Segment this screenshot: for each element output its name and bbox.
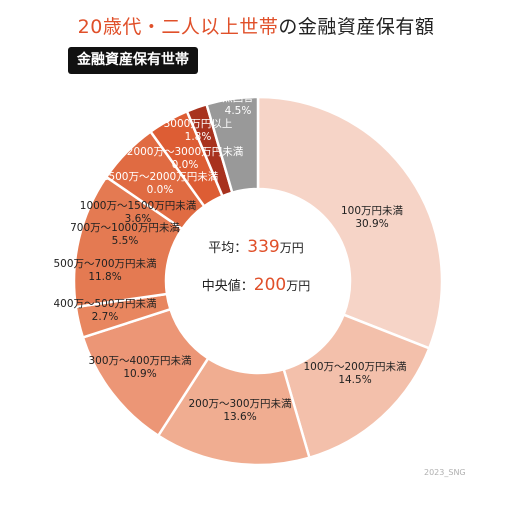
average-unit: 万円 <box>279 241 304 255</box>
slice-4-value: 10.9% <box>123 368 156 380</box>
slice-6-category: 500万～700万円未満 <box>53 258 157 270</box>
category-badge: 金融資産保有世帯 <box>68 47 198 74</box>
slice-12-category: 無回答 <box>222 91 254 104</box>
chart-title-rest: の金融資産保有額 <box>278 16 435 38</box>
slice-6-value: 11.8% <box>88 271 121 283</box>
slice-12-value: 4.5% <box>225 105 252 117</box>
chart-title: 20歳代・二人以上世帯の金融資産保有額 <box>0 12 512 39</box>
slice-8-value: 3.6% <box>125 213 152 225</box>
slice-11-value: 1.8% <box>185 131 212 143</box>
median-unit: 万円 <box>286 279 311 293</box>
slice-5-value: 2.7% <box>92 311 119 323</box>
slice-2-value: 14.5% <box>338 374 371 386</box>
slice-10-category: 2000万～3000万円未満 <box>127 146 244 158</box>
slice-1 <box>256 95 444 350</box>
slice-1-category: 100万円未満 <box>341 205 404 217</box>
slices-layer <box>72 95 444 467</box>
slice-1-value: 30.9% <box>355 218 388 230</box>
average-value: 339 <box>247 237 280 257</box>
median-label: 中央値： <box>201 279 254 294</box>
slice-3-category: 200万～300万円未満 <box>188 398 292 410</box>
average-readout: 平均：339万円 <box>176 237 336 257</box>
median-value: 200 <box>253 275 287 295</box>
slice-12 <box>205 95 260 195</box>
slice-9-value: 0.0% <box>147 184 174 196</box>
slice-10-value: 0.0% <box>172 159 199 171</box>
chart-title-accent: 20歳代・二人以上世帯 <box>77 16 279 38</box>
slice-7-value: 5.5% <box>112 235 139 247</box>
slice-11-category: 3000万円以上 <box>164 118 233 130</box>
slice-9-category: 1500万～2000万円未満 <box>102 171 219 183</box>
slice-2-category: 100万～200万円未満 <box>303 361 407 373</box>
average-label: 平均： <box>208 241 248 256</box>
slice-8-category: 1000万～1500万円未満 <box>80 200 197 212</box>
median-readout: 中央値：200万円 <box>176 275 336 295</box>
slice-5-category: 400万～500万円未満 <box>53 298 157 310</box>
slice-7-category: 700万～1000万円未満 <box>70 222 180 234</box>
watermark-text: 2023_SNG <box>424 468 466 477</box>
slice-3-value: 13.6% <box>223 411 256 423</box>
slice-4-category: 300万～400万円未満 <box>88 355 192 367</box>
